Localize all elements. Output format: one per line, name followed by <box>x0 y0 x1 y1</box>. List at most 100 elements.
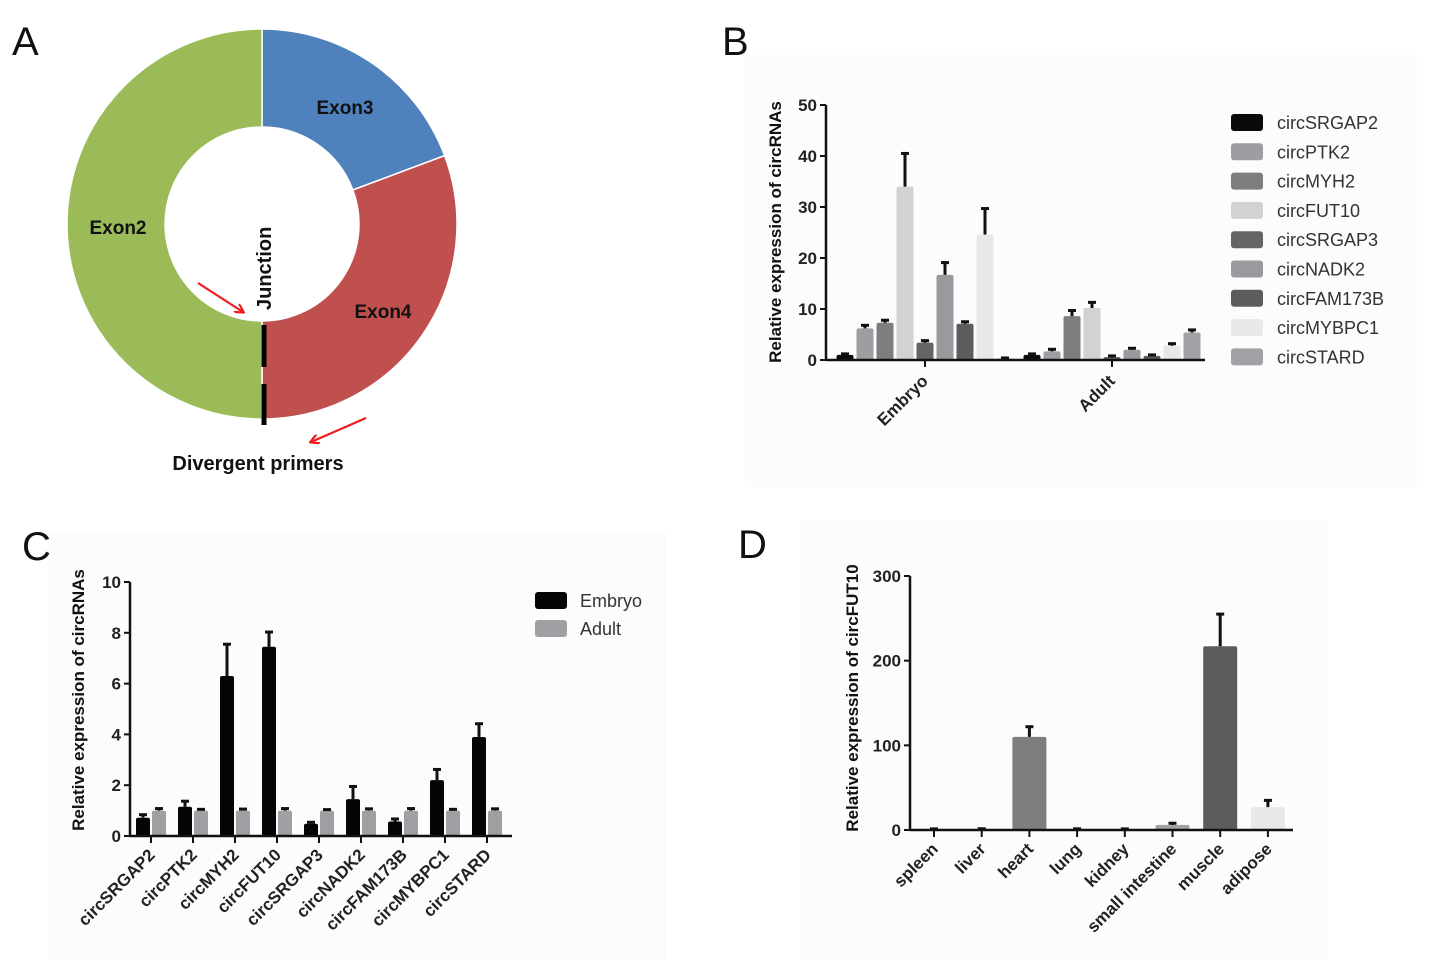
bar-circMYH2-embryo <box>876 322 894 360</box>
panel-c-bar-chart: circSRGAP2circPTK2circMYH2circFUT10circS… <box>69 569 642 934</box>
bar-circFAM173B-embryo <box>956 323 974 360</box>
bar-circPTK2-embryo <box>178 806 192 836</box>
x-tick-label: heart <box>994 839 1037 882</box>
panel-b-background <box>745 55 1417 487</box>
bar-circNADK2-embryo <box>346 799 360 836</box>
bar-muscle <box>1203 646 1238 830</box>
y-tick-label: 30 <box>798 198 817 217</box>
bar-circSRGAP3-embryo <box>916 342 934 360</box>
legend-label: circSRGAP2 <box>1277 113 1378 133</box>
primer-arrow <box>311 416 367 442</box>
bar-circSTARD-adult <box>1183 332 1201 360</box>
bar-circMYH2-embryo <box>220 675 234 836</box>
legend-label: circFUT10 <box>1277 201 1360 221</box>
legend-swatch <box>1231 114 1263 131</box>
legend-label: circSRGAP3 <box>1277 230 1378 250</box>
bar-circMYBPC1-adult <box>446 810 460 836</box>
bar-circPTK2-adult <box>1043 351 1061 360</box>
bar-circMYH2-adult <box>236 810 250 836</box>
bar-circSRGAP2-embryo <box>136 817 150 836</box>
panel-label-a: A <box>12 20 39 64</box>
legend-label: circNADK2 <box>1277 260 1365 280</box>
bar-circFUT10-embryo <box>896 186 914 360</box>
bar-circNADK2-adult <box>362 810 376 836</box>
legend-swatch <box>1231 348 1263 366</box>
legend-swatch <box>1231 231 1263 249</box>
divergent-primers-label: Divergent primers <box>172 453 343 475</box>
x-tick-label: Adult <box>1075 371 1119 415</box>
panel-a-donut-chart: Exon3 Exon4 Exon2 <box>66 28 458 420</box>
bar-circSRGAP2-embryo <box>836 354 854 360</box>
legend-swatch <box>1231 172 1263 190</box>
y-tick-label: 8 <box>112 624 121 643</box>
legend-swatch <box>535 620 567 637</box>
y-tick-label: 6 <box>112 675 121 694</box>
y-tick-label: 2 <box>112 776 121 795</box>
legend-label: circFAM173B <box>1277 289 1384 309</box>
y-axis-title: Relative expression of circRNAs <box>69 569 88 831</box>
y-tick-label: 20 <box>798 249 817 268</box>
y-tick-label: 100 <box>873 736 901 755</box>
y-tick-label: 50 <box>798 96 817 115</box>
legend-swatch <box>1231 289 1263 307</box>
bar-circMYBPC1-embryo <box>430 780 444 836</box>
x-tick-label: lung <box>1046 839 1085 878</box>
donut-slice-exon3 <box>261 28 446 191</box>
bar-heart <box>1012 736 1047 830</box>
x-tick-label: small intestine <box>1083 839 1180 936</box>
bar-circSTARD-adult <box>488 810 502 836</box>
y-tick-label: 0 <box>112 827 121 846</box>
donut-label-exon2: Exon2 <box>89 218 146 239</box>
bar-small-intestine <box>1155 824 1190 830</box>
bar-circSTARD-embryo <box>472 736 486 836</box>
bar-circFUT10-embryo <box>262 646 276 836</box>
y-tick-label: 10 <box>102 573 121 592</box>
donut-slice-exon4 <box>261 154 458 420</box>
y-tick-label: 300 <box>873 567 901 586</box>
x-tick-label: liver <box>951 839 989 877</box>
y-tick-label: 0 <box>808 351 817 370</box>
legend-label: Adult <box>580 619 621 639</box>
legend-label: circSTARD <box>1277 347 1365 367</box>
x-tick-label: Embryo <box>874 371 932 429</box>
panel-label-b: B <box>722 20 749 64</box>
y-tick-label: 10 <box>798 300 817 319</box>
legend-label: circPTK2 <box>1277 142 1350 162</box>
bar-circSRGAP3-embryo <box>304 823 318 836</box>
bar-circFUT10-adult <box>278 810 292 836</box>
donut-slice-exon2 <box>66 28 263 420</box>
bar-circNADK2-embryo <box>936 274 954 360</box>
y-axis-title: Relative expression of circRNAs <box>766 101 785 363</box>
y-tick-label: 0 <box>892 821 901 840</box>
bar-circMYBPC1-adult <box>1163 345 1181 360</box>
bar-circPTK2-embryo <box>856 328 874 360</box>
bar-circMYH2-adult <box>1063 316 1081 360</box>
y-axis-title: Relative expression of circFUT10 <box>843 564 862 831</box>
bar-circPTK2-adult <box>194 810 208 836</box>
legend-swatch <box>535 592 567 609</box>
panel-d-background <box>800 520 1328 960</box>
legend-swatch <box>1231 201 1263 219</box>
donut-label-exon3: Exon3 <box>316 98 373 119</box>
legend-label: circMYH2 <box>1277 172 1355 192</box>
panel-label-c: C <box>22 525 51 569</box>
bar-adipose <box>1250 807 1285 830</box>
legend-swatch <box>1231 143 1263 161</box>
legend-swatch <box>1231 319 1263 337</box>
legend-label: circMYBPC1 <box>1277 318 1379 338</box>
junction-arrow <box>197 282 243 312</box>
y-tick-label: 200 <box>873 652 901 671</box>
y-tick-label: 40 <box>798 147 817 166</box>
legend-label: Embryo <box>580 591 642 611</box>
y-tick-label: 4 <box>112 725 122 744</box>
bar-circFUT10-adult <box>1083 307 1101 360</box>
junction-label: Junction <box>254 227 276 310</box>
panel-b-bar-chart: 0 10 20 30 40 50 Embryo Adult Relative expressio… <box>766 96 1384 430</box>
bar-circFAM173B-embryo <box>388 821 402 836</box>
bar-circMYBPC1-embryo <box>976 234 994 360</box>
bar-circSRGAP3-adult <box>320 810 334 836</box>
bar-circFAM173B-adult <box>404 810 418 836</box>
x-tick-label: spleen <box>890 839 942 891</box>
